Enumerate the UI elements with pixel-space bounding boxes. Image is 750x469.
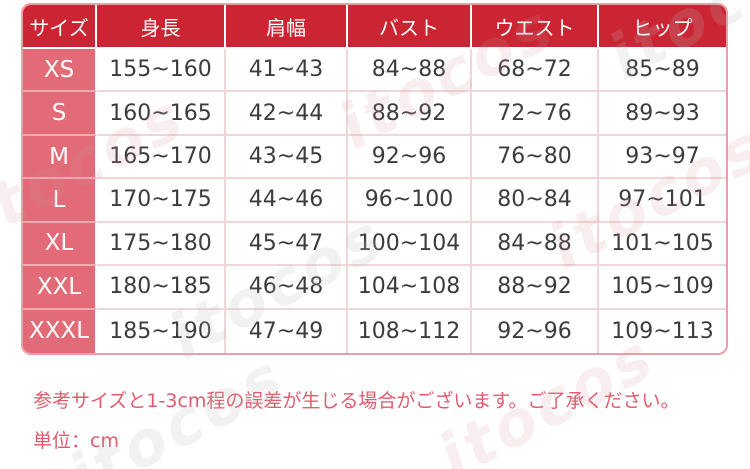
height-cell: 170~175 [97,179,226,223]
header-row: サイズ 身長 肩幅 バスト ウエスト ヒップ [23,5,726,49]
waist-cell: 68~72 [472,49,599,93]
table-row: M 165~170 43~45 92~96 76~80 93~97 [23,135,726,180]
hip-cell: 109~113 [599,309,726,353]
bust-cell: 104~108 [348,266,472,310]
hip-cell: 105~109 [599,266,726,310]
size-label: XXL [23,266,97,310]
header-bust: バスト [348,5,472,49]
table-row: S 160~165 42~44 88~92 72~76 89~93 [23,92,726,136]
header-height: 身長 [97,5,226,49]
size-label: S [23,92,97,136]
waist-cell: 80~84 [472,179,599,223]
shoulder-cell: 41~43 [226,49,348,93]
header-hip: ヒップ [599,5,726,49]
height-cell: 180~185 [97,266,226,310]
shoulder-cell: 44~46 [226,179,348,223]
height-cell: 165~170 [97,135,226,180]
waist-cell: 92~96 [472,309,599,353]
hip-cell: 85~89 [599,49,726,93]
hip-cell: 97~101 [599,179,726,223]
hip-cell: 101~105 [599,222,726,267]
size-disclaimer-text: 参考サイズと1-3cm程の誤差が生じる場合がございます。ご了承ください。 [33,390,680,412]
size-label: L [23,179,97,223]
bust-cell: 100~104 [348,222,472,267]
size-label: M [23,135,97,180]
shoulder-cell: 47~49 [226,309,348,353]
shoulder-cell: 46~48 [226,266,348,310]
size-label: XXXL [23,309,97,353]
hip-cell: 93~97 [599,135,726,180]
bust-cell: 108~112 [348,309,472,353]
height-cell: 155~160 [97,49,226,93]
table-row: XL 175~180 45~47 100~104 84~88 101~105 [23,222,726,267]
unit-text: 単位：cm [33,430,119,452]
table-row: XXXL 185~190 47~49 108~112 92~96 109~113 [23,309,726,353]
shoulder-cell: 42~44 [226,92,348,136]
table-row: XS 155~160 41~43 84~88 68~72 85~89 [23,49,726,93]
shoulder-cell: 43~45 [226,135,348,180]
height-cell: 175~180 [97,222,226,267]
waist-cell: 84~88 [472,222,599,267]
header-waist: ウエスト [472,5,599,49]
notes-block: 参考サイズと1-3cm程の誤差が生じる場合がございます。ご了承ください。 単位：… [33,381,680,461]
size-table-container: サイズ 身長 肩幅 バスト ウエスト ヒップ XS 155~160 41~43 … [21,3,728,355]
size-table: サイズ 身長 肩幅 バスト ウエスト ヒップ XS 155~160 41~43 … [23,5,726,353]
size-label: XL [23,222,97,267]
hip-cell: 89~93 [599,92,726,136]
height-cell: 185~190 [97,309,226,353]
bust-cell: 88~92 [348,92,472,136]
waist-cell: 72~76 [472,92,599,136]
height-cell: 160~165 [97,92,226,136]
header-size: サイズ [23,5,97,49]
shoulder-cell: 45~47 [226,222,348,267]
table-row: L 170~175 44~46 96~100 80~84 97~101 [23,179,726,223]
header-shoulder: 肩幅 [226,5,348,49]
size-label: XS [23,49,97,93]
waist-cell: 76~80 [472,135,599,180]
waist-cell: 88~92 [472,266,599,310]
bust-cell: 96~100 [348,179,472,223]
bust-cell: 92~96 [348,135,472,180]
table-row: XXL 180~185 46~48 104~108 88~92 105~109 [23,266,726,310]
bust-cell: 84~88 [348,49,472,93]
